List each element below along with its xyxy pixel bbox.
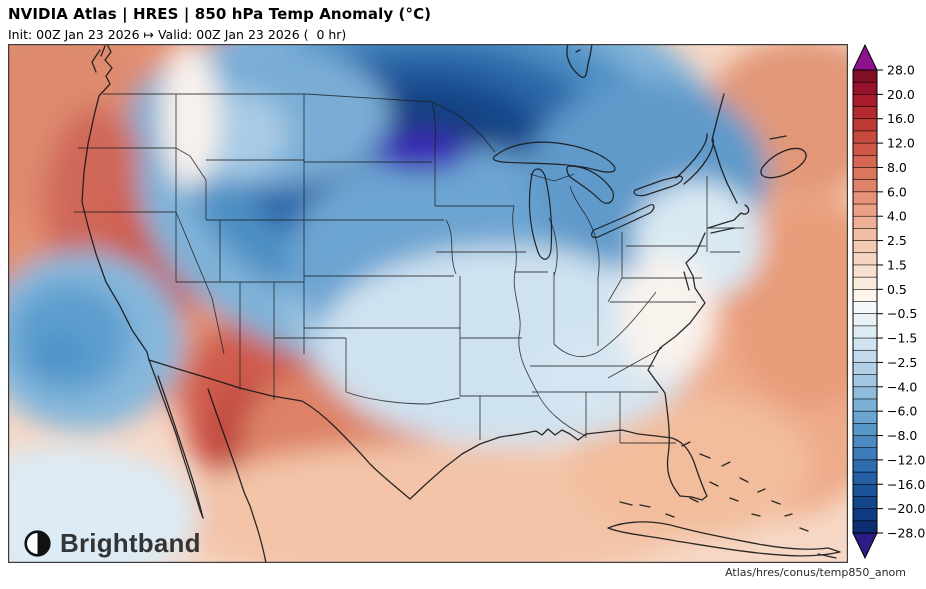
colorbar-segment — [852, 240, 878, 254]
colorbar-tick-label: 1.5 — [887, 257, 907, 272]
colorbar-tick-label: −6.0 — [887, 404, 917, 419]
map-border — [8, 44, 848, 563]
colorbar-segment — [852, 142, 878, 157]
colorbar-tick-label: −1.5 — [887, 331, 917, 346]
colorbar-segment — [852, 325, 878, 339]
colorbar-tick-label: 20.0 — [887, 87, 915, 102]
colorbar-segment — [852, 496, 878, 510]
colorbar-tick-label: 0.5 — [887, 282, 907, 297]
anomaly-map — [8, 44, 848, 563]
colorbar-segment — [852, 118, 878, 132]
colorbar-segment — [852, 386, 878, 400]
colorbar-tick-label: −12.0 — [887, 452, 925, 467]
colorbar-tick-label: −0.5 — [887, 306, 917, 321]
map-frame: Brightband — [8, 44, 848, 563]
brightband-logo: Brightband — [24, 528, 201, 559]
brightband-logo-icon — [24, 530, 51, 557]
colorbar-segment — [852, 179, 878, 193]
colorbar-tick-label: 16.0 — [887, 111, 915, 126]
colorbar-segment — [852, 154, 878, 169]
colorbar-segment — [852, 81, 878, 96]
colorbar-segment — [852, 362, 878, 376]
colorbar-segment — [852, 349, 878, 364]
colorbar-segment — [852, 435, 878, 449]
colorbar-segment — [852, 301, 878, 315]
coastline — [81, 44, 841, 563]
colorbar-segment — [852, 106, 878, 120]
colorbar-segment — [852, 398, 878, 412]
colorbar-segment — [852, 264, 878, 278]
run-info: Init: 00Z Jan 23 2026 ↦ Valid: 00Z Jan 2… — [8, 27, 347, 42]
colorbar-segment — [852, 508, 878, 522]
colorbar-segment — [852, 191, 878, 205]
colorbar-segment — [852, 337, 878, 352]
colorbar-tick-label: 6.0 — [887, 184, 907, 199]
colorbar-segment — [852, 289, 878, 303]
colorbar-segment — [852, 459, 878, 473]
colorbar-tick-label: 4.0 — [887, 209, 907, 224]
colorbar-segment — [852, 410, 878, 425]
colorbar-segment — [852, 313, 878, 327]
brightband-logo-text: Brightband — [60, 528, 201, 558]
colorbar-segment — [852, 447, 878, 461]
colorbar-segment — [852, 252, 878, 266]
colorbar-segment — [852, 520, 878, 534]
colorbar-segment — [852, 130, 878, 144]
colorbar-segment — [852, 69, 878, 83]
plot-caption: Atlas/hres/conus/temp850_anom — [725, 566, 906, 579]
colorbar-tick-label: −28.0 — [887, 526, 925, 541]
colorbar-segment — [852, 94, 878, 108]
colorbar-outline — [852, 69, 878, 534]
colorbar-tick-label: 8.0 — [887, 160, 907, 175]
colorbar-tick-label: 2.5 — [887, 233, 907, 248]
colorbar-segment — [852, 276, 878, 291]
state-borders — [74, 93, 744, 444]
colorbar: 28.0 20.0 16.0 12.0 8.0 6.0 4.0 2.5 1.5 0.5 −0.5 −1… — [852, 43, 925, 560]
colorbar-over-arrow — [852, 43, 878, 71]
colorbar-tick-label: −20.0 — [887, 501, 925, 516]
colorbar-segment — [852, 203, 878, 218]
colorbar-segment — [852, 471, 878, 486]
colorbar-tick-label: 28.0 — [887, 63, 915, 78]
colorbar-segment — [852, 374, 878, 388]
colorbar-segment — [852, 167, 878, 181]
great-lakes — [492, 141, 683, 260]
colorbar-tick-label: −16.0 — [887, 477, 925, 492]
colorbar-segment — [852, 228, 878, 242]
colorbar-tick-label: −2.5 — [887, 355, 917, 370]
colorbar-under-arrow — [852, 532, 878, 560]
page-title: NVIDIA Atlas | HRES | 850 hPa Temp Anoma… — [8, 5, 432, 23]
anomaly-field — [8, 44, 848, 563]
colorbar-segment — [852, 423, 878, 437]
colorbar-tick-label: −4.0 — [887, 379, 917, 394]
colorbar-segment — [852, 483, 878, 498]
colorbar-segment — [852, 215, 878, 230]
colorbar-tick-label: −8.0 — [887, 428, 917, 443]
colorbar-tick-label: 12.0 — [887, 136, 915, 151]
